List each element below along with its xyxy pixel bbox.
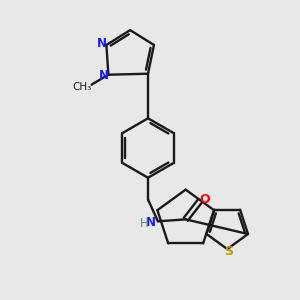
- Text: N: N: [97, 38, 106, 50]
- Text: N: N: [146, 216, 156, 229]
- Text: N: N: [98, 69, 108, 82]
- Text: H: H: [140, 217, 148, 230]
- Text: O: O: [199, 193, 210, 206]
- Text: S: S: [224, 244, 233, 258]
- Text: CH₃: CH₃: [72, 82, 91, 92]
